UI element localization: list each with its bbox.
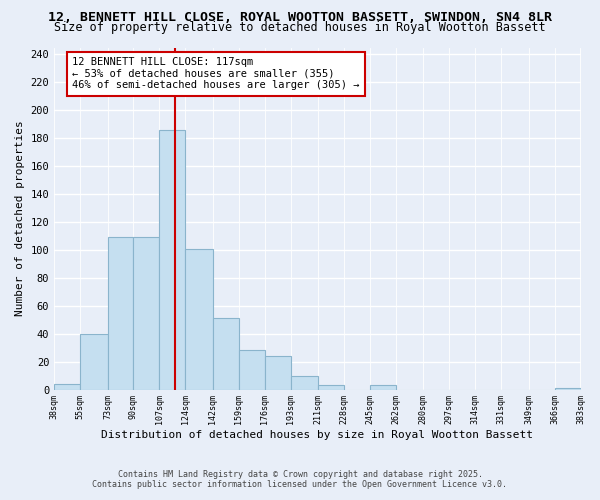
Bar: [239, 350, 265, 390]
Bar: [370, 386, 396, 390]
Bar: [160, 130, 185, 390]
X-axis label: Distribution of detached houses by size in Royal Wootton Bassett: Distribution of detached houses by size …: [101, 430, 533, 440]
Bar: [107, 238, 133, 390]
Bar: [265, 356, 290, 390]
Bar: [185, 248, 213, 390]
Bar: [133, 238, 160, 390]
Text: Size of property relative to detached houses in Royal Wootton Bassett: Size of property relative to detached ho…: [54, 21, 546, 34]
Bar: [318, 386, 344, 390]
Bar: [290, 376, 318, 390]
Bar: [213, 318, 239, 390]
Bar: [554, 388, 581, 390]
Y-axis label: Number of detached properties: Number of detached properties: [15, 120, 25, 316]
Text: 12 BENNETT HILL CLOSE: 117sqm
← 53% of detached houses are smaller (355)
46% of : 12 BENNETT HILL CLOSE: 117sqm ← 53% of d…: [73, 58, 360, 90]
Bar: [54, 384, 80, 390]
Bar: [80, 334, 107, 390]
Text: 12, BENNETT HILL CLOSE, ROYAL WOOTTON BASSETT, SWINDON, SN4 8LR: 12, BENNETT HILL CLOSE, ROYAL WOOTTON BA…: [48, 11, 552, 24]
Text: Contains HM Land Registry data © Crown copyright and database right 2025.
Contai: Contains HM Land Registry data © Crown c…: [92, 470, 508, 489]
